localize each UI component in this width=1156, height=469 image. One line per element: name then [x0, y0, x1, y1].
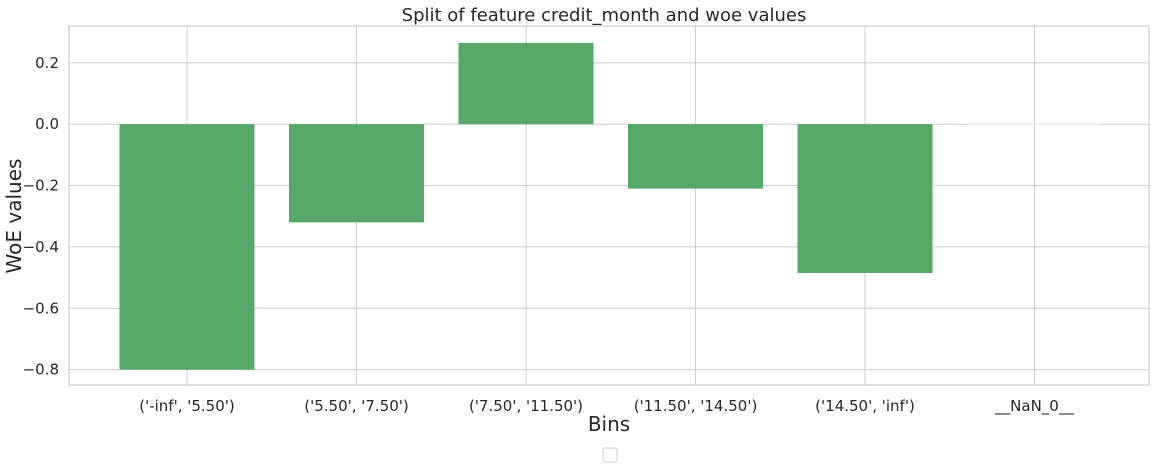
x-axis-label: Bins [588, 412, 630, 436]
y-tick-label: −0.6 [23, 299, 59, 317]
x-tick-label: ('14.50', 'inf') [815, 397, 915, 415]
legend-box [602, 447, 618, 463]
bars [119, 42, 1102, 370]
x-tick-label: ('7.50', '11.50') [469, 397, 583, 415]
bar [458, 42, 594, 125]
y-tick-label: 0.2 [35, 54, 59, 72]
y-axis-label: WoE values [2, 159, 26, 274]
y-tick-label: −0.2 [23, 177, 59, 195]
x-tick-labels: ('-inf', '5.50') ('5.50', '7.50') ('7.50',… [139, 397, 1074, 416]
x-tick-label: ('11.50', '14.50') [634, 397, 758, 415]
y-tick-labels: 0.2 0.0 −0.2 −0.4 −0.6 −0.8 [23, 54, 59, 379]
x-tick-label: ('-inf', '5.50') [139, 397, 235, 415]
y-tick-label: 0.0 [35, 115, 59, 133]
x-tick-label: __NaN_0__ [994, 397, 1074, 416]
y-tick-label: −0.4 [23, 238, 59, 256]
axes [68, 25, 1150, 386]
bar [797, 124, 933, 274]
bar [119, 124, 255, 370]
x-tick-label: ('5.50', '7.50') [304, 397, 409, 415]
bar [289, 124, 424, 223]
plot-frame [68, 25, 1150, 386]
chart-title: Split of feature credit_month and woe va… [402, 5, 807, 26]
bar [628, 124, 763, 189]
y-tick-label: −0.8 [23, 361, 59, 379]
